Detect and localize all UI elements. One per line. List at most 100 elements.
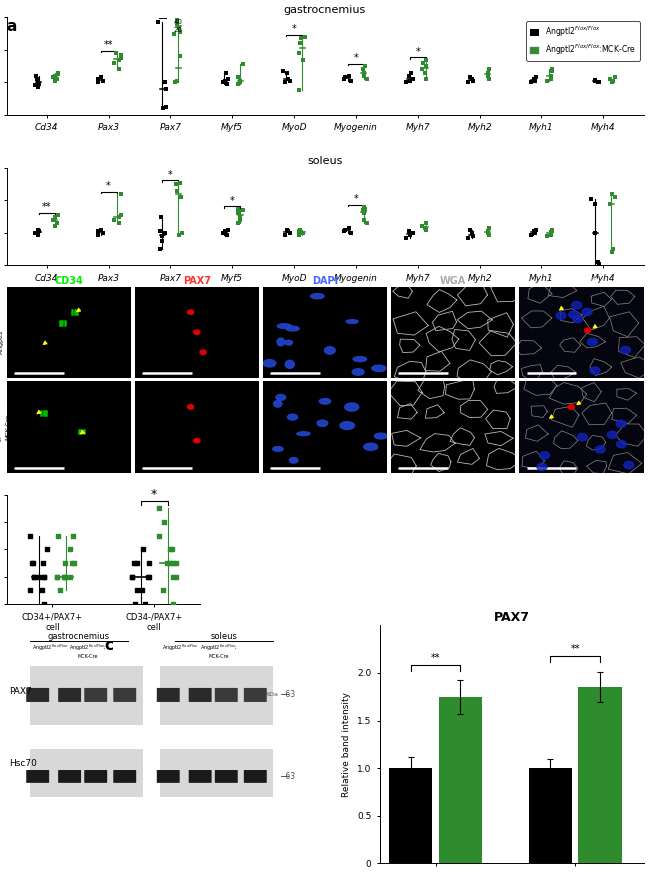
Point: [34, 224, 44, 238]
Circle shape: [556, 312, 566, 319]
Point: [362, 216, 372, 230]
Point: [404, 224, 414, 238]
Point: [38, 569, 49, 583]
Point: [547, 224, 557, 238]
Point: [155, 242, 165, 256]
Point: [233, 207, 243, 221]
Point: [408, 226, 418, 240]
Point: [593, 256, 604, 270]
FancyBboxPatch shape: [244, 770, 266, 783]
Point: [400, 75, 411, 89]
FancyBboxPatch shape: [188, 770, 212, 783]
Point: [116, 187, 126, 201]
Point: [109, 213, 120, 227]
Text: *: *: [168, 170, 173, 180]
Point: [526, 228, 537, 242]
Point: [359, 201, 370, 215]
Ellipse shape: [346, 320, 358, 324]
Point: [68, 556, 79, 570]
FancyBboxPatch shape: [214, 688, 238, 702]
Point: [116, 208, 126, 222]
Point: [222, 77, 233, 91]
Point: [420, 221, 430, 235]
Point: [530, 222, 541, 236]
Circle shape: [568, 405, 575, 409]
Ellipse shape: [274, 400, 282, 407]
Circle shape: [573, 316, 583, 323]
Point: [92, 75, 103, 89]
Text: **: **: [571, 644, 580, 654]
Point: [484, 72, 494, 86]
Point: [484, 221, 494, 235]
Point: [340, 222, 350, 236]
Point: [161, 99, 171, 113]
Ellipse shape: [285, 360, 294, 368]
Point: [590, 72, 601, 86]
Bar: [528, 768, 572, 863]
FancyBboxPatch shape: [58, 770, 81, 783]
FancyBboxPatch shape: [113, 770, 136, 783]
Title: PAX7: PAX7: [183, 276, 211, 286]
Point: [169, 27, 179, 41]
Point: [607, 75, 618, 89]
Point: [344, 221, 354, 235]
Point: [294, 84, 304, 98]
FancyBboxPatch shape: [58, 688, 81, 702]
Point: [59, 569, 70, 583]
Ellipse shape: [286, 326, 299, 331]
Point: [60, 556, 71, 570]
Point: [593, 75, 604, 89]
Point: [165, 542, 176, 556]
Point: [358, 203, 368, 217]
Point: [547, 222, 558, 236]
Text: *: *: [354, 53, 358, 63]
Point: [47, 71, 58, 85]
Point: [171, 569, 181, 583]
Point: [53, 528, 64, 542]
Point: [358, 207, 369, 221]
Point: [233, 77, 243, 91]
Point: [547, 64, 557, 78]
Point: [608, 242, 618, 256]
Point: [129, 597, 140, 611]
Text: Angptl2$^{Flox/Flox}$;
MCK-Cre: Angptl2$^{Flox/Flox}$; MCK-Cre: [200, 644, 237, 659]
Point: [116, 48, 126, 62]
Ellipse shape: [353, 357, 367, 362]
Text: Angptl2$^{Flox/Flox}$: Angptl2$^{Flox/Flox}$: [32, 644, 68, 653]
Point: [235, 75, 245, 89]
FancyBboxPatch shape: [84, 770, 107, 783]
Point: [300, 30, 311, 44]
Circle shape: [577, 433, 588, 440]
Point: [55, 583, 65, 597]
Point: [484, 228, 494, 242]
Point: [483, 226, 493, 240]
Point: [421, 59, 431, 73]
Title: PAX7: PAX7: [493, 611, 530, 624]
Point: [529, 73, 539, 87]
Point: [234, 209, 244, 223]
Point: [60, 569, 71, 583]
Point: [358, 62, 368, 76]
Point: [167, 556, 177, 570]
Text: PAX7: PAX7: [9, 687, 32, 697]
Point: [340, 71, 350, 85]
Ellipse shape: [324, 347, 335, 354]
Text: 20: 20: [174, 26, 183, 32]
Point: [463, 75, 473, 89]
Circle shape: [187, 310, 194, 315]
Point: [298, 226, 308, 240]
FancyBboxPatch shape: [161, 749, 274, 797]
Text: c: c: [104, 638, 113, 653]
Point: [33, 75, 44, 89]
FancyBboxPatch shape: [214, 770, 238, 783]
Point: [67, 556, 77, 570]
Point: [590, 226, 600, 240]
Point: [114, 62, 124, 76]
Point: [283, 224, 293, 238]
Point: [114, 209, 125, 223]
Point: [114, 216, 124, 230]
Point: [172, 17, 183, 31]
Point: [223, 222, 233, 236]
Point: [158, 101, 168, 115]
Ellipse shape: [287, 414, 298, 420]
